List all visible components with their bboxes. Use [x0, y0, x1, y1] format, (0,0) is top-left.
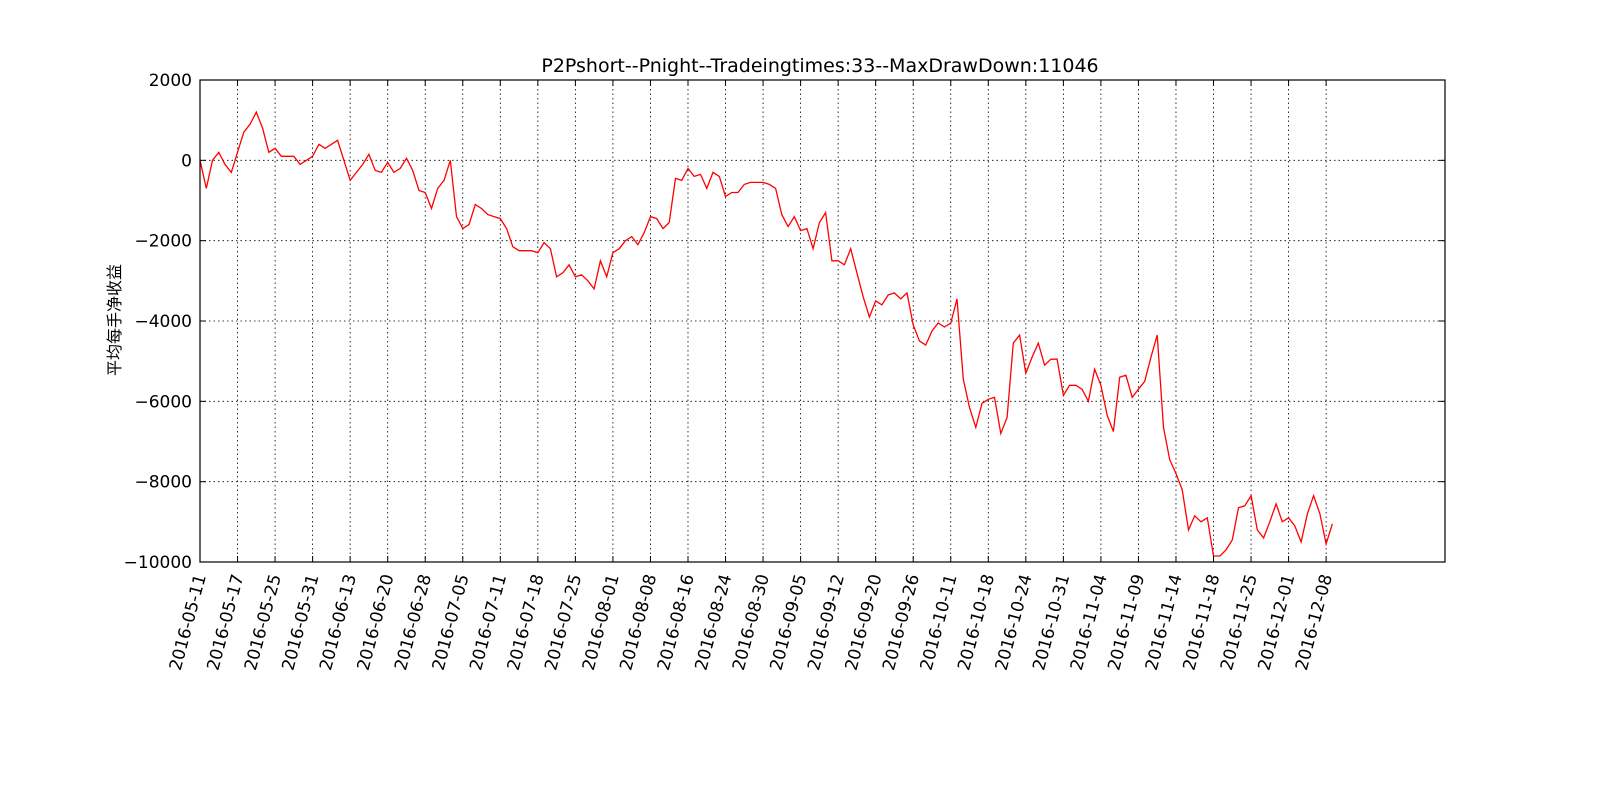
y-axis-label: 平均每手净收益	[105, 264, 124, 376]
x-tick-label: 2016-11-18	[1179, 572, 1224, 673]
x-tick-label: 2016-09-12	[804, 572, 849, 673]
x-tick-label: 2016-09-20	[842, 572, 887, 673]
x-tick-label: 2016-07-11	[466, 572, 511, 673]
x-tick-label: 2016-05-17	[203, 572, 248, 673]
x-tick-label: 2016-12-01	[1255, 572, 1300, 673]
x-tick-label: 2016-07-05	[429, 572, 474, 673]
x-tick-label: 2016-11-09	[1104, 572, 1149, 673]
x-tick-label: 2016-08-24	[691, 572, 736, 673]
x-tick-label: 2016-07-18	[504, 572, 549, 673]
x-tick-label: 2016-09-05	[767, 572, 812, 673]
x-tick-label: 2016-10-18	[954, 572, 999, 673]
y-tick-label: 2000	[149, 71, 192, 91]
x-tick-label: 2016-10-11	[917, 572, 962, 673]
y-tick-label: −6000	[134, 392, 192, 412]
grid-lines	[199, 79, 1445, 563]
y-tick-label: −8000	[134, 473, 192, 493]
x-tick-label: 2016-10-24	[992, 572, 1037, 673]
x-tick-label: 2016-08-16	[654, 572, 699, 673]
x-tick-label: 2016-06-28	[391, 572, 436, 673]
x-tick-label: 2016-11-25	[1217, 572, 1262, 673]
y-tick-label: −2000	[134, 232, 192, 252]
x-tick-label: 2016-10-31	[1029, 572, 1074, 673]
x-tick-label: 2016-06-20	[354, 572, 399, 673]
chart-title: P2Pshort--Pnight--Tradeingtimes:33--MaxD…	[541, 55, 1098, 77]
x-tick-label: 2016-08-01	[579, 572, 624, 673]
x-tick-label: 2016-09-26	[879, 572, 924, 673]
x-tick-label: 2016-05-25	[241, 572, 286, 673]
y-tick-label: −10000	[124, 553, 192, 573]
series-layer	[199, 110, 1334, 557]
x-tick-label: 2016-11-04	[1067, 572, 1112, 673]
x-tick-label: 2016-05-31	[279, 572, 324, 673]
series-line	[199, 110, 1334, 557]
x-tick-label: 2016-07-25	[541, 572, 586, 673]
x-tick-label: 2016-08-30	[729, 572, 774, 673]
x-tick-label: 2016-06-13	[316, 572, 361, 673]
y-tick-label: 0	[181, 151, 192, 171]
y-tick-label: −4000	[134, 312, 192, 332]
x-tick-label: 2016-08-08	[616, 572, 661, 673]
x-tick-label: 2016-05-11	[166, 572, 211, 673]
x-tick-label: 2016-12-08	[1292, 572, 1337, 673]
x-tick-label: 2016-11-14	[1142, 572, 1187, 673]
axis-ticks: 20000−2000−4000−6000−8000−100002016-05-1…	[124, 71, 1445, 673]
